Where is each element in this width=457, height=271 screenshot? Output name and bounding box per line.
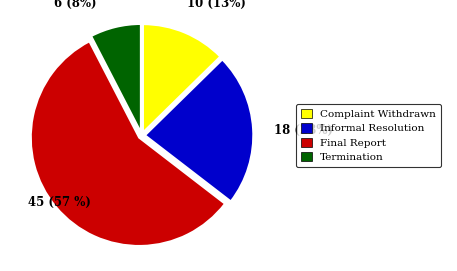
Wedge shape [91, 24, 141, 132]
Wedge shape [31, 41, 225, 246]
Text: 6 (8%): 6 (8%) [53, 0, 96, 10]
Wedge shape [143, 24, 220, 133]
Text: 18 (23%): 18 (23%) [274, 124, 333, 137]
Text: 45 (57 %): 45 (57 %) [28, 196, 91, 209]
Wedge shape [145, 59, 253, 201]
Legend: Complaint Withdrawn, Informal Resolution, Final Report, Termination: Complaint Withdrawn, Informal Resolution… [296, 104, 441, 167]
Text: 10 (13%): 10 (13%) [187, 0, 246, 10]
